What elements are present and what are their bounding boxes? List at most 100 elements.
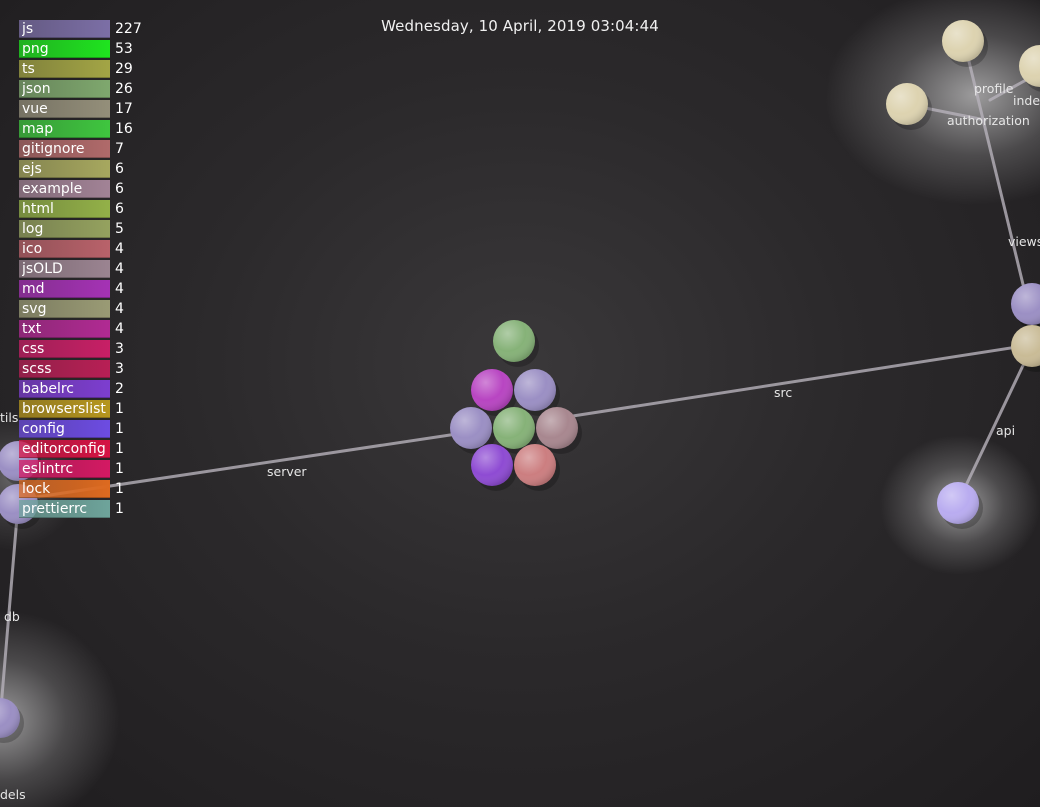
glow-views [825, 0, 1040, 205]
file-node[interactable] [1011, 283, 1040, 330]
legend-count: 1 [115, 481, 124, 497]
file-node[interactable] [1019, 45, 1040, 92]
legend-swatch [19, 140, 110, 158]
legend-swatch [19, 500, 110, 518]
legend-label: ejs [22, 161, 42, 177]
legend-label: json [22, 81, 51, 97]
file-node[interactable] [471, 369, 517, 416]
legend-label: log [22, 221, 44, 237]
file-node[interactable] [1011, 325, 1040, 372]
legend-label: config [22, 421, 65, 437]
file-node[interactable] [0, 698, 24, 743]
legend-label: map [22, 121, 54, 137]
legend-swatch [19, 360, 110, 378]
legend-count: 2 [115, 381, 124, 397]
file-node[interactable] [536, 407, 582, 454]
legend-swatch [19, 420, 110, 438]
legend-swatch [19, 260, 110, 278]
dir-label-db: db [4, 609, 20, 624]
legend-swatch [19, 240, 110, 258]
legend-count: 26 [115, 81, 133, 97]
legend-swatch [19, 460, 110, 478]
legend-swatch [19, 280, 110, 298]
legend-swatch [19, 400, 110, 418]
directory-labels: server src api views profile authorizati… [0, 81, 1040, 802]
dir-label-utils: tils [0, 410, 18, 425]
dir-label-index: inde [1013, 93, 1040, 108]
legend-label: js [22, 21, 34, 37]
legend-count: 4 [115, 301, 124, 317]
legend-count: 3 [115, 361, 124, 377]
legend-label: gitignore [22, 141, 85, 157]
legend-count: 7 [115, 141, 124, 157]
file-nodes[interactable] [0, 20, 1040, 743]
file-node[interactable] [937, 482, 983, 529]
legend-label: browserslist [22, 401, 106, 417]
legend-swatch [19, 160, 110, 178]
legend-label: lock [22, 481, 51, 497]
legend-swatch [19, 380, 110, 398]
file-node[interactable] [886, 83, 932, 130]
dir-label-authorization: authorization [947, 113, 1030, 128]
dir-label-src: src [774, 385, 792, 400]
legend-count: 4 [115, 321, 124, 337]
legend-swatch [19, 440, 110, 458]
legend-count: 4 [115, 241, 124, 257]
legend-label: ico [22, 241, 43, 257]
legend-swatch [19, 340, 110, 358]
legend-swatch [19, 300, 110, 318]
legend-count: 6 [115, 181, 124, 197]
legend-label: md [22, 281, 45, 297]
legend-label: prettierrc [22, 501, 88, 517]
legend-swatch [19, 100, 110, 118]
legend-swatch [19, 220, 110, 238]
legend-count: 29 [115, 61, 133, 77]
legend-count: 1 [115, 421, 124, 437]
legend-count: 1 [115, 501, 124, 517]
legend-count: 4 [115, 281, 124, 297]
dir-label-api: api [996, 423, 1015, 438]
legend-label: babelrc [22, 381, 75, 397]
timestamp: Wednesday, 10 April, 2019 03:04:44 [381, 17, 659, 35]
file-node[interactable] [514, 369, 560, 416]
legend-label: txt [22, 321, 42, 337]
legend-label: svg [22, 301, 47, 317]
dir-label-server: server [267, 464, 307, 479]
legend-count: 227 [115, 21, 142, 37]
legend-swatch [19, 200, 110, 218]
legend-count: 16 [115, 121, 133, 137]
file-node[interactable] [493, 407, 539, 454]
legend-label: editorconfig [22, 441, 106, 457]
legend-label: css [22, 341, 45, 357]
edge-views [963, 43, 1030, 307]
legend-swatch [19, 480, 110, 498]
edge-api [958, 353, 1030, 500]
legend-label: jsOLD [22, 261, 63, 277]
legend-count: 1 [115, 401, 124, 417]
legend-label: ts [22, 61, 35, 77]
legend-label: eslintrc [22, 461, 74, 477]
file-node[interactable] [493, 320, 539, 367]
glow-models [0, 610, 120, 807]
legend-count: 17 [115, 101, 133, 117]
legend-label: scss [22, 361, 52, 377]
legend-count: 6 [115, 201, 124, 217]
legend-swatch [19, 180, 110, 198]
legend-swatch [19, 40, 110, 58]
file-node[interactable] [942, 20, 988, 67]
dir-label-views: views [1008, 234, 1040, 249]
file-node[interactable] [450, 407, 496, 454]
legend-swatch [19, 120, 110, 138]
legend-swatch [19, 20, 110, 38]
legend-count: 53 [115, 41, 133, 57]
file-node[interactable] [471, 444, 517, 491]
file-node[interactable] [514, 444, 560, 491]
legend-label: example [22, 181, 83, 197]
legend-swatch [19, 320, 110, 338]
dir-label-profile: profile [974, 81, 1014, 96]
legend-swatch [19, 80, 110, 98]
legend-label: vue [22, 101, 48, 117]
edge-src [558, 343, 1032, 420]
legend-count: 3 [115, 341, 124, 357]
